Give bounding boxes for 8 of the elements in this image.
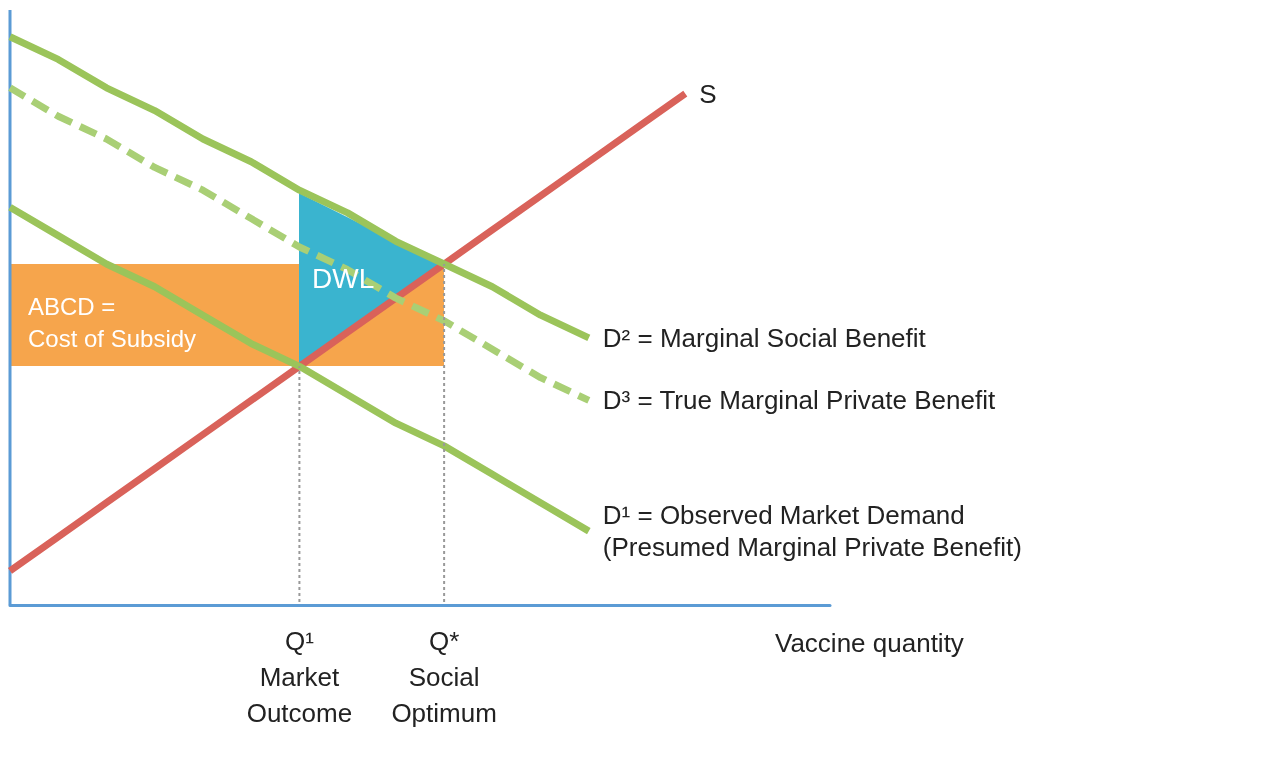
series-label: D¹ = Observed Market Demand (Presumed Marginal Private Benefit)	[602, 500, 1022, 563]
x-tick-label: Q* Social Optimum	[391, 626, 497, 728]
x-tick-label: Q¹ Market Outcome	[246, 626, 353, 728]
series-label: D² = Marginal Social Benefit	[602, 322, 927, 353]
annotation: ABCD = Cost of Subsidy	[28, 292, 197, 352]
series-label: S	[699, 78, 717, 109]
x-axis-title: Vaccine quantity	[775, 628, 964, 658]
series-label: D³ = True Marginal Private Benefit	[602, 385, 996, 416]
